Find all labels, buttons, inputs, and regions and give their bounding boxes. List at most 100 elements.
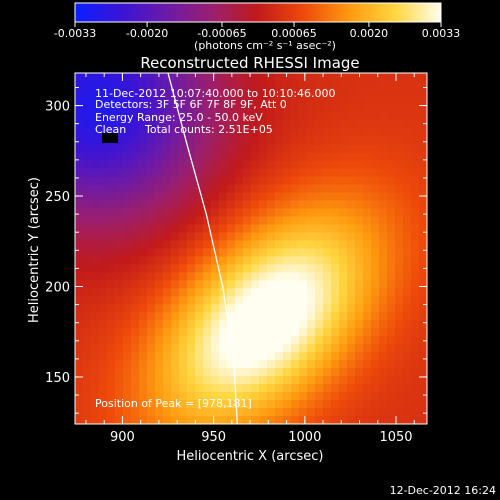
heatmap-pixel bbox=[147, 280, 156, 289]
heatmap-pixel bbox=[203, 160, 212, 170]
heatmap-pixel bbox=[131, 312, 140, 321]
heatmap-pixel bbox=[419, 352, 427, 361]
heatmap-pixel bbox=[323, 368, 332, 377]
heatmap-pixel bbox=[219, 200, 228, 210]
heatmap-pixel bbox=[155, 352, 164, 361]
heatmap-pixel bbox=[179, 184, 188, 194]
heatmap-pixel bbox=[227, 248, 236, 258]
heatmap-pixel bbox=[387, 384, 396, 393]
heatmap-pixel bbox=[395, 200, 404, 210]
heatmap-pixel bbox=[211, 232, 220, 242]
heatmap-pixel bbox=[251, 80, 260, 90]
heatmap-pixel bbox=[179, 224, 188, 234]
heatmap-pixel bbox=[91, 384, 100, 393]
heatmap-pixel bbox=[187, 360, 196, 369]
heatmap-pixel bbox=[99, 328, 108, 337]
heatmap-pixel bbox=[187, 400, 196, 409]
heatmap-pixel bbox=[275, 80, 284, 90]
heatmap-pixel bbox=[323, 352, 332, 361]
heatmap-pixel bbox=[251, 280, 260, 289]
heatmap-pixel bbox=[347, 73, 356, 82]
heatmap-pixel bbox=[315, 256, 324, 266]
heatmap-pixel bbox=[227, 216, 236, 226]
heatmap-pixel bbox=[251, 272, 260, 282]
heatmap-pixel bbox=[267, 112, 276, 122]
heatmap-pixel bbox=[155, 328, 164, 337]
heatmap-pixel bbox=[283, 336, 292, 345]
heatmap-pixel bbox=[315, 344, 324, 353]
heatmap-pixel bbox=[195, 144, 204, 154]
heatmap-pixel bbox=[147, 368, 156, 377]
heatmap-pixel bbox=[251, 344, 260, 353]
heatmap-pixel bbox=[315, 184, 324, 194]
heatmap-pixel bbox=[371, 152, 380, 162]
heatmap-pixel bbox=[107, 264, 116, 274]
heatmap-pixel bbox=[139, 88, 148, 98]
heatmap-pixel bbox=[83, 288, 92, 297]
heatmap-pixel bbox=[291, 152, 300, 162]
heatmap-pixel bbox=[187, 384, 196, 393]
heatmap-pixel bbox=[171, 416, 180, 424]
heatmap-pixel bbox=[83, 240, 92, 250]
heatmap-pixel bbox=[419, 112, 427, 122]
heatmap-pixel bbox=[91, 256, 100, 266]
heatmap-pixel bbox=[419, 224, 427, 234]
heatmap-pixel bbox=[75, 320, 84, 329]
heatmap-pixel bbox=[219, 368, 228, 377]
heatmap-pixel bbox=[291, 296, 300, 305]
heatmap-pixel bbox=[163, 344, 172, 353]
heatmap-pixel bbox=[251, 120, 260, 130]
heatmap-pixel bbox=[283, 312, 292, 321]
heatmap-pixel bbox=[291, 160, 300, 170]
heatmap-pixel bbox=[315, 152, 324, 162]
heatmap-pixel bbox=[203, 240, 212, 250]
heatmap-pixel bbox=[75, 360, 84, 369]
heatmap-pixel bbox=[187, 408, 196, 417]
heatmap-pixel bbox=[283, 296, 292, 305]
heatmap-pixel bbox=[355, 304, 364, 313]
colorbar-tick-label: -0.00065 bbox=[197, 27, 246, 40]
heatmap-pixel bbox=[307, 280, 316, 289]
heatmap-pixel bbox=[99, 240, 108, 250]
heatmap-pixel bbox=[283, 120, 292, 130]
heatmap-pixel bbox=[355, 384, 364, 393]
heatmap-pixel bbox=[227, 288, 236, 297]
heatmap-pixel bbox=[195, 208, 204, 218]
heatmap-pixel bbox=[179, 104, 188, 114]
heatmap-pixel bbox=[299, 360, 308, 369]
heatmap-pixel bbox=[419, 288, 427, 297]
heatmap-pixel bbox=[203, 104, 212, 114]
heatmap-pixel bbox=[315, 112, 324, 122]
heatmap-pixel bbox=[387, 312, 396, 321]
heatmap-pixel bbox=[299, 152, 308, 162]
heatmap-pixel bbox=[363, 248, 372, 258]
heatmap-pixel bbox=[163, 296, 172, 305]
heatmap-pixel bbox=[403, 344, 412, 353]
heatmap-pixel bbox=[403, 152, 412, 162]
heatmap-pixel bbox=[347, 104, 356, 114]
heatmap-pixel bbox=[403, 144, 412, 154]
heatmap-pixel bbox=[411, 88, 420, 98]
heatmap-pixel bbox=[179, 288, 188, 297]
heatmap-pixel bbox=[155, 344, 164, 353]
heatmap-pixel bbox=[115, 216, 124, 226]
heatmap-pixel bbox=[195, 320, 204, 329]
heatmap-pixel bbox=[147, 104, 156, 114]
heatmap-pixel bbox=[115, 360, 124, 369]
heatmap-pixel bbox=[99, 352, 108, 361]
heatmap-pixel bbox=[283, 88, 292, 98]
heatmap-pixel bbox=[195, 248, 204, 258]
heatmap-pixel bbox=[211, 240, 220, 250]
heatmap-pixel bbox=[147, 288, 156, 297]
heatmap-pixel bbox=[203, 192, 212, 202]
heatmap-pixel bbox=[331, 400, 340, 409]
heatmap-pixel bbox=[195, 408, 204, 417]
heatmap-pixel bbox=[91, 416, 100, 424]
heatmap-pixel bbox=[83, 320, 92, 329]
heatmap-pixel bbox=[411, 73, 420, 82]
heatmap-pixel bbox=[251, 312, 260, 321]
heatmap-pixel bbox=[339, 416, 348, 424]
heatmap-pixel bbox=[187, 104, 196, 114]
heatmap-pixel bbox=[331, 320, 340, 329]
heatmap-pixel bbox=[283, 104, 292, 114]
